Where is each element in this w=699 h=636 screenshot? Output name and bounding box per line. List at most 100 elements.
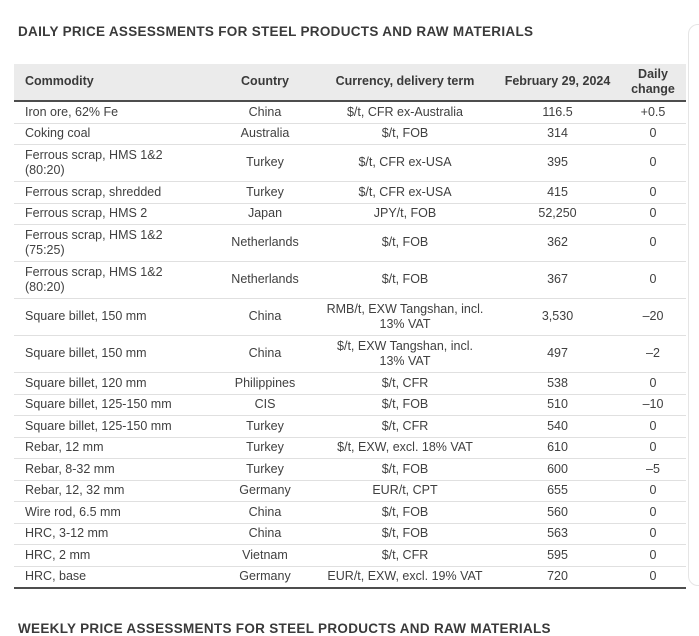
column-header-daily-change: Daily change [631, 66, 675, 97]
cell-price: 595 [547, 547, 568, 562]
cell-country: Japan [247, 206, 283, 220]
cell-country: Netherlands [231, 272, 299, 287]
cell-country: China [248, 346, 282, 361]
cell-country: Germany [239, 483, 291, 497]
table-row: Square billet, 150 mm China $/t, EXW Tangs… [14, 336, 686, 373]
table-row: Square billet, 125-150 mm Turkey $/t, CFR 5… [14, 416, 686, 438]
cell-currency: EUR/t, CPT [372, 483, 438, 497]
table-row: Wire rod, 6.5 mm China $/t, FOB 560 0 [14, 502, 686, 524]
table-row: Square billet, 150 mm China RMB/t, EXW Tan… [14, 299, 686, 336]
cell-country: China [248, 104, 282, 119]
cell-commodity: Wire rod, 6.5 mm [25, 504, 121, 519]
cell-commodity: Square billet, 125-150 mm [25, 418, 172, 433]
table-row: HRC, 3-12 mm China $/t, FOB 563 0 [14, 523, 686, 545]
price-table: Commodity Country Currency, delivery ter… [14, 64, 686, 589]
cell-price: 52,250 [538, 206, 577, 220]
cell-commodity: Ferrous scrap, HMS 1&2 (80:20) [25, 147, 163, 178]
cell-currency: $/t, CFR ex-USA [358, 184, 452, 199]
cell-commodity: Rebar, 12, 32 mm [25, 483, 125, 497]
table-header-row: Commodity Country Currency, delivery ter… [14, 64, 686, 102]
cell-country: Philippines [234, 375, 296, 390]
cell-price: 116.5 [542, 104, 573, 119]
cell-commodity: Ferrous scrap, HMS 2 [25, 206, 148, 220]
cell-price: 367 [547, 272, 568, 287]
cell-change: 0 [649, 206, 657, 220]
adjacent-card-edge [688, 24, 699, 586]
cell-country: Australia [240, 126, 290, 140]
cell-change: +0.5 [640, 104, 666, 119]
cell-price: 560 [547, 504, 568, 519]
cell-country: China [248, 504, 282, 519]
cell-price: 3,530 [541, 309, 574, 324]
cell-change: 0 [649, 483, 657, 497]
cell-change: –20 [642, 309, 664, 324]
cell-country: China [248, 526, 282, 540]
page-title: DAILY PRICE ASSESSMENTS FOR STEEL PRODUC… [18, 24, 534, 39]
table-body: Iron ore, 62% Fe China $/t, CFR ex-Austral… [14, 102, 686, 589]
cell-price: 600 [547, 461, 568, 476]
cell-commodity: Coking coal [25, 126, 91, 140]
column-header-country: Country [241, 74, 289, 89]
cell-commodity: Square billet, 125-150 mm [25, 397, 172, 411]
cell-currency: $/t, EXW, excl. 18% VAT [337, 440, 473, 454]
cell-currency: $/t, FOB [381, 397, 429, 411]
cell-commodity: HRC, 3-12 mm [25, 526, 109, 540]
cell-country: Germany [239, 569, 291, 583]
cell-currency: $/t, FOB [381, 504, 429, 519]
cell-price: 563 [547, 526, 568, 540]
cell-change: 0 [649, 155, 657, 170]
cell-change: 0 [649, 569, 657, 583]
table-row: HRC, 2 mm Vietnam $/t, CFR 595 0 [14, 545, 686, 567]
cell-currency: $/t, FOB [381, 126, 429, 140]
cell-currency: $/t, CFR ex-Australia [346, 104, 463, 119]
cell-commodity: Rebar, 8-32 mm [25, 461, 115, 476]
cell-price: 655 [547, 483, 568, 497]
cell-change: 0 [649, 184, 657, 199]
cell-commodity: HRC, base [25, 569, 87, 583]
cell-price: 720 [547, 569, 568, 583]
table-row: Coking coal Australia $/t, FOB 314 0 [14, 123, 686, 145]
cell-country: Netherlands [231, 235, 299, 250]
cell-price: 395 [547, 155, 568, 170]
cell-price: 510 [547, 397, 568, 411]
cell-price: 497 [547, 346, 568, 361]
cell-commodity: Square billet, 150 mm [25, 309, 147, 324]
cell-currency: $/t, FOB [381, 461, 429, 476]
table-row: Square billet, 120 mm Philippines $/t, CFR… [14, 373, 686, 395]
cell-change: 0 [649, 440, 657, 454]
table-row: Iron ore, 62% Fe China $/t, CFR ex-Austral… [14, 102, 686, 124]
cell-currency: $/t, FOB [381, 526, 429, 540]
cell-country: Vietnam [242, 547, 288, 562]
cell-commodity: HRC, 2 mm [25, 547, 91, 562]
cell-price: 314 [547, 126, 568, 140]
cell-commodity: Square billet, 120 mm [25, 375, 147, 390]
cell-country: Turkey [246, 418, 284, 433]
column-header-date: February 29, 2024 [504, 74, 611, 89]
cell-change: –5 [646, 461, 660, 476]
cell-change: –10 [642, 397, 664, 411]
table-row: Rebar, 12, 32 mm Germany EUR/t, CPT 655 0 [14, 480, 686, 502]
cell-change: 0 [649, 526, 657, 540]
table-row: Ferrous scrap, HMS 1&2 (80:20) Turkey $/t,… [14, 145, 686, 182]
table-row: Ferrous scrap, shredded Turkey $/t, CFR ex… [14, 182, 686, 204]
table-row: Ferrous scrap, HMS 1&2 (75:25) Netherland… [14, 225, 686, 262]
cell-currency: $/t, CFR [381, 375, 429, 390]
cell-currency: RMB/t, EXW Tangshan, incl. 13% VAT [326, 301, 484, 332]
cell-price: 538 [547, 375, 568, 390]
cell-currency: $/t, CFR [381, 418, 429, 433]
cell-country: Turkey [246, 155, 284, 170]
cell-change: 0 [649, 547, 657, 562]
cell-price: 540 [547, 418, 568, 433]
cell-country: Turkey [246, 440, 284, 454]
cell-commodity: Square billet, 150 mm [25, 346, 147, 361]
cell-country: CIS [254, 397, 276, 411]
cell-change: 0 [649, 235, 657, 250]
cell-currency: $/t, CFR [381, 547, 429, 562]
cell-country: Turkey [246, 461, 284, 476]
cell-currency: JPY/t, FOB [373, 206, 437, 220]
cell-change: 0 [649, 418, 657, 433]
cell-change: 0 [649, 126, 657, 140]
column-header-commodity: Commodity [25, 74, 94, 89]
table-row: Rebar, 12 mm Turkey $/t, EXW, excl. 18% VA… [14, 437, 686, 459]
cell-change: 0 [649, 272, 657, 287]
